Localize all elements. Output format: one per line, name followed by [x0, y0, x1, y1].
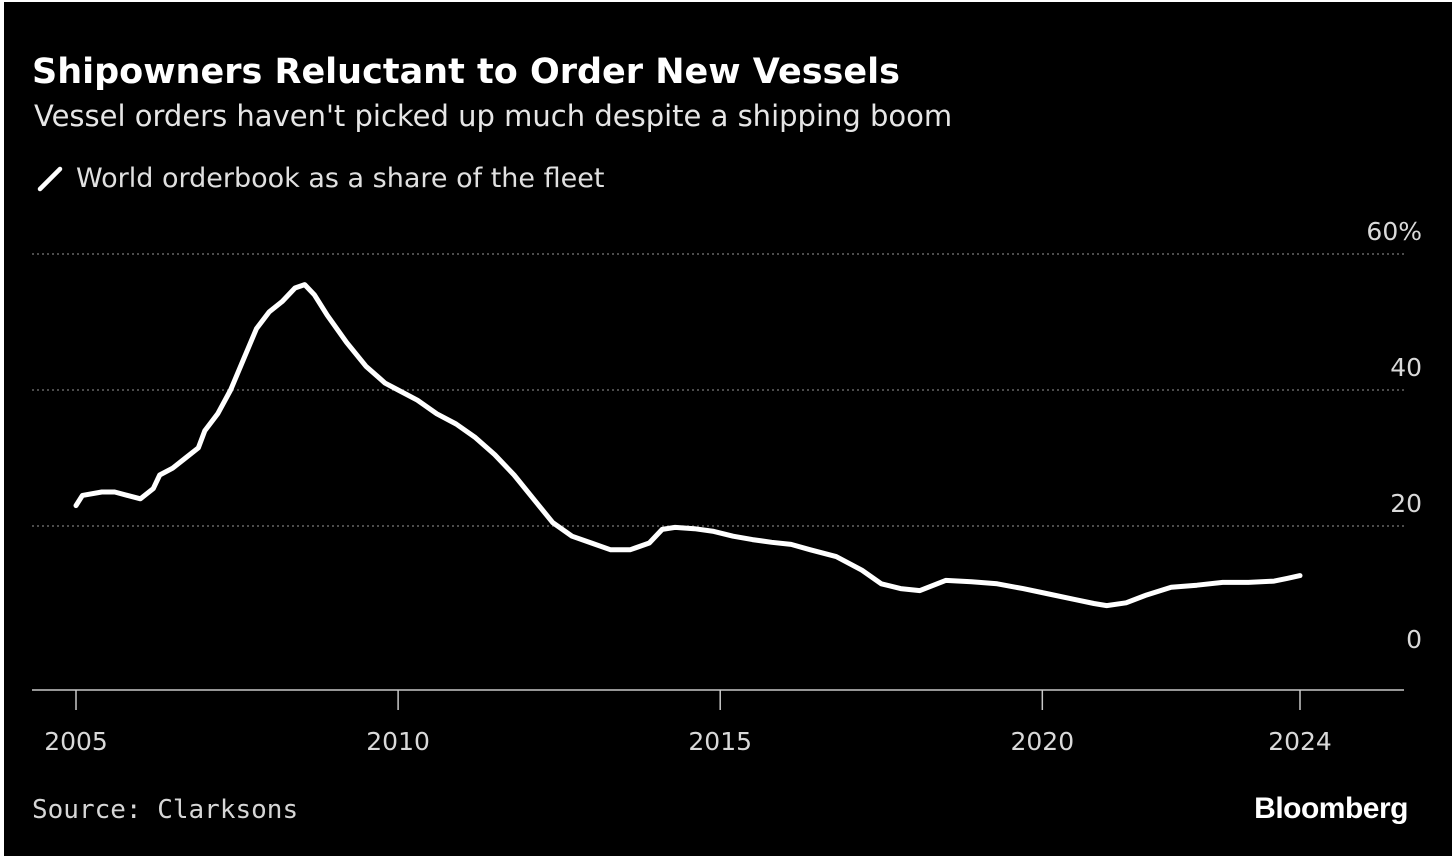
bloomberg-logo: Bloomberg — [1254, 792, 1408, 825]
y-tick-label-60: 60% — [1366, 217, 1422, 246]
gridlines — [32, 253, 1404, 527]
x-tick-label-2024: 2024 — [1268, 727, 1332, 756]
y-tick-label-20: 20 — [1390, 489, 1422, 518]
x-tick-label-2015: 2015 — [688, 727, 752, 756]
legend-label: World orderbook as a share of the fleet — [76, 163, 605, 194]
x-tick-label-2010: 2010 — [366, 727, 430, 756]
x-tick-label-2020: 2020 — [1011, 727, 1075, 756]
chart-title: Shipowners Reluctant to Order New Vessel… — [32, 52, 900, 92]
x-tick-label-2005: 2005 — [44, 727, 108, 756]
y-tick-label-0: 0 — [1406, 625, 1422, 654]
legend-line-icon — [37, 166, 63, 192]
line-chart: 0 20 40 60% 2005 2010 2015 2020 2024 — [32, 217, 1422, 756]
x-axis-ticks: 2005 2010 2015 2020 2024 — [44, 690, 1332, 756]
chart-subtitle: Vessel orders haven't picked up much des… — [34, 99, 953, 133]
legend: World orderbook as a share of the fleet — [36, 162, 604, 196]
y-tick-label-40: 40 — [1390, 353, 1422, 382]
chart-frame: Shipowners Reluctant to Order New Vessel… — [4, 2, 1452, 856]
y-axis-tick-labels: 0 20 40 60% — [1366, 217, 1422, 654]
series-line-0 — [73, 282, 1303, 609]
series-layer — [73, 282, 1303, 609]
source-note: Source: Clarksons — [32, 795, 299, 825]
